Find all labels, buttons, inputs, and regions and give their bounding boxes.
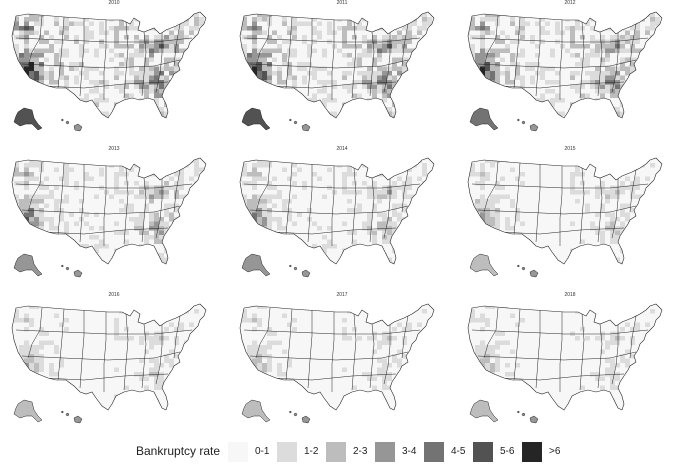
legend-swatch — [326, 442, 346, 462]
hawaii-shape — [516, 118, 539, 132]
alaska-shape — [241, 253, 271, 277]
legend-swatch — [375, 442, 395, 462]
legend-title: Bankruptcy rate — [136, 444, 221, 458]
map-year-label: 2013 — [108, 146, 120, 152]
legend-swatch — [424, 442, 444, 462]
choropleth-map — [239, 157, 435, 278]
choropleth-map — [467, 157, 663, 278]
map-year-label: 2017 — [336, 292, 348, 298]
legend-label: 4-5 — [451, 446, 466, 457]
choropleth-map — [11, 11, 207, 132]
alaska-shape — [13, 253, 43, 277]
state-borders — [471, 307, 649, 392]
state-borders — [471, 15, 649, 100]
alaska-shape — [13, 399, 43, 423]
map-panel: 2016 — [0, 292, 228, 436]
legend-label: 0-1 — [255, 446, 270, 457]
legend-label: >6 — [549, 446, 561, 457]
hawaii-shape — [60, 410, 83, 424]
hawaii-shape — [60, 118, 83, 132]
alaska-shape — [241, 399, 271, 423]
alaska-shape — [469, 253, 499, 277]
state-borders — [243, 307, 421, 392]
choropleth-map — [239, 11, 435, 132]
hawaii-shape — [288, 410, 311, 424]
state-borders — [243, 161, 421, 246]
choropleth-map — [467, 11, 663, 132]
country-border — [467, 303, 663, 411]
choropleth-map — [11, 303, 207, 424]
country-border — [239, 303, 435, 411]
map-year-label: 2011 — [336, 0, 348, 6]
state-borders — [15, 161, 193, 246]
country-border — [11, 303, 207, 411]
choropleth-map — [239, 303, 435, 424]
legend-label: 5-6 — [500, 446, 515, 457]
map-year-label: 2012 — [564, 0, 576, 6]
alaska-shape — [13, 107, 43, 131]
map-year-label: 2010 — [108, 0, 120, 6]
country-border — [467, 157, 663, 265]
map-year-label: 2014 — [336, 146, 348, 152]
alaska-shape — [469, 107, 499, 131]
state-borders — [15, 307, 193, 392]
legend-swatch — [522, 442, 542, 462]
map-panel: 2013 — [0, 146, 228, 290]
legend-swatch — [277, 442, 297, 462]
hawaii-shape — [288, 118, 311, 132]
map-panel: 2012 — [456, 0, 684, 144]
map-panel: 2011 — [228, 0, 456, 144]
map-year-label: 2015 — [564, 146, 576, 152]
country-border — [11, 11, 207, 119]
map-panel: 2010 — [0, 0, 228, 144]
map-panel: 2014 — [228, 146, 456, 290]
alaska-shape — [241, 107, 271, 131]
map-panel: 2015 — [456, 146, 684, 290]
map-panel: 2018 — [456, 292, 684, 436]
legend-swatch — [473, 442, 493, 462]
legend: Bankruptcy rate 0-1 1-2 2-3 3-4 4-5 5-6 >6 — [0, 440, 685, 464]
state-borders — [243, 15, 421, 100]
map-year-label: 2016 — [108, 292, 120, 298]
hawaii-shape — [516, 410, 539, 424]
map-year-label: 2018 — [564, 292, 576, 298]
legend-label: 2-3 — [353, 446, 368, 457]
map-panel: 2017 — [228, 292, 456, 436]
hawaii-shape — [60, 264, 83, 278]
legend-label: 3-4 — [402, 446, 417, 457]
choropleth-map — [467, 303, 663, 424]
state-borders — [15, 15, 193, 100]
alaska-shape — [469, 399, 499, 423]
hawaii-shape — [516, 264, 539, 278]
legend-swatch — [228, 442, 248, 462]
hawaii-shape — [288, 264, 311, 278]
legend-label: 1-2 — [304, 446, 319, 457]
map-grid: 2010 2011 2012 2013 2014 2015 2016 2017 2018 — [0, 0, 684, 436]
country-border — [11, 157, 207, 265]
country-border — [239, 157, 435, 265]
country-border — [467, 11, 663, 119]
choropleth-map — [11, 157, 207, 278]
country-border — [239, 11, 435, 119]
state-borders — [471, 161, 649, 246]
